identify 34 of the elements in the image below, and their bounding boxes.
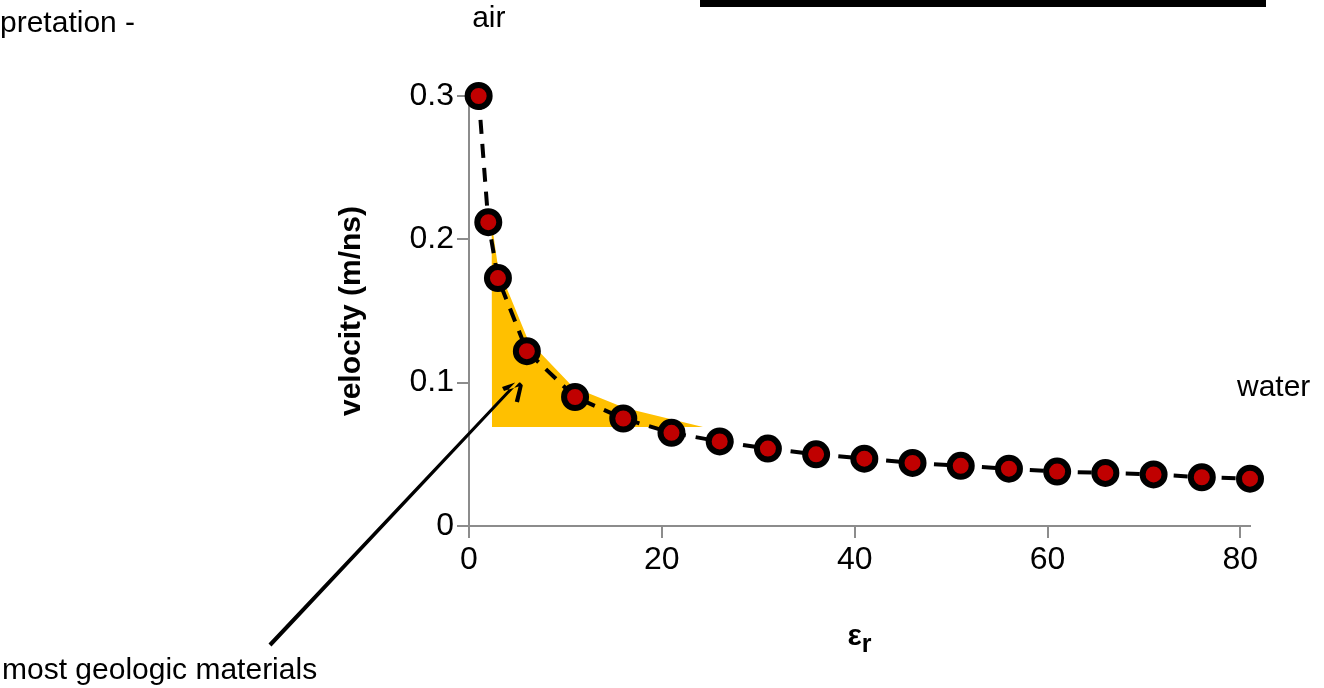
point <box>1187 463 1216 492</box>
point <box>946 451 975 480</box>
x-tick-label: 0 <box>460 540 478 577</box>
point <box>994 454 1023 483</box>
point <box>1236 464 1264 493</box>
y-tick-label: 0.1 <box>409 362 454 399</box>
point <box>1091 458 1120 487</box>
point <box>483 264 512 293</box>
point <box>657 418 686 447</box>
x-axis-title: ε$_{r}$ <box>847 618 872 658</box>
x-tick-label: 40 <box>836 540 873 577</box>
y-axis-title: velocity (m/ns) <box>333 205 367 417</box>
annotation: water <box>1237 368 1311 403</box>
text: most geologic materials <box>2 652 318 686</box>
point <box>512 337 541 366</box>
text: pretation - <box>0 5 136 39</box>
point <box>474 208 503 237</box>
y-tick-label: 0.3 <box>409 75 454 112</box>
x-tick-label: 80 <box>1222 540 1259 577</box>
annotation: air <box>472 0 506 34</box>
point <box>561 383 590 411</box>
point <box>850 444 879 473</box>
point <box>1139 460 1168 489</box>
point <box>802 440 831 469</box>
point <box>705 427 734 456</box>
y-tick-label: 0 <box>436 505 454 542</box>
y-tick-label: 0.2 <box>409 219 454 256</box>
point <box>898 448 927 477</box>
point <box>464 82 493 110</box>
point <box>609 404 638 433</box>
x-tick-label: 60 <box>1029 540 1066 577</box>
x-tick-label: 20 <box>644 540 680 577</box>
point <box>753 434 782 463</box>
point <box>1043 457 1072 486</box>
